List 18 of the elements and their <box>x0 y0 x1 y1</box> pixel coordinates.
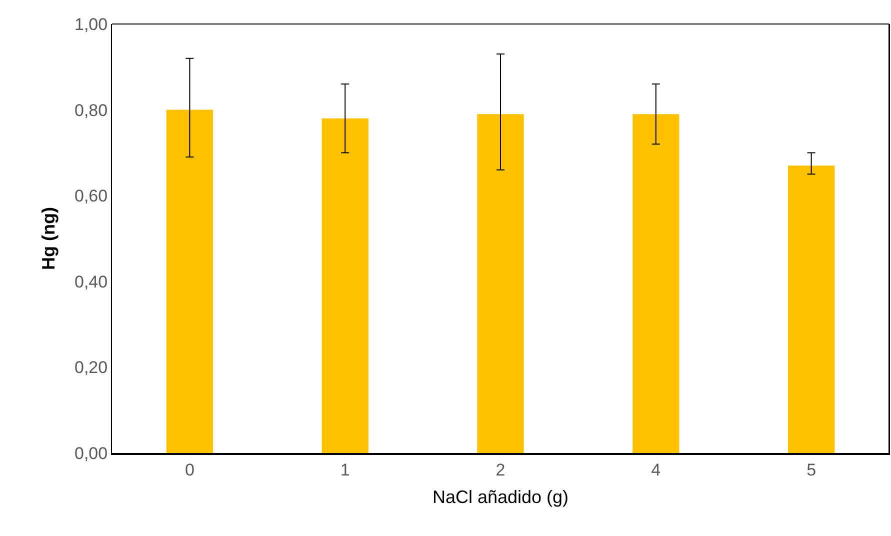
y-tick-label: 0,00 <box>74 444 108 463</box>
x-tick-label: 1 <box>340 460 350 480</box>
y-tick-label: 1,00 <box>74 14 108 34</box>
y-tick-label: 0,40 <box>74 272 108 292</box>
bar <box>166 110 214 453</box>
y-tick-label: 0,60 <box>74 186 108 206</box>
bar <box>632 114 680 453</box>
x-tick-label: 4 <box>651 460 661 480</box>
y-axis-title: Hg (ng) <box>38 207 59 270</box>
bar <box>477 114 524 453</box>
x-axis-title: NaCl añadido (g) <box>432 487 569 507</box>
x-tick-label: 0 <box>184 460 194 480</box>
x-tick-label: 2 <box>496 460 506 480</box>
y-tick-label: 0,20 <box>74 358 108 378</box>
x-tick-label: 5 <box>806 460 816 480</box>
bar <box>322 118 368 453</box>
bar <box>788 166 835 453</box>
y-tick-label: 0,80 <box>74 100 108 120</box>
